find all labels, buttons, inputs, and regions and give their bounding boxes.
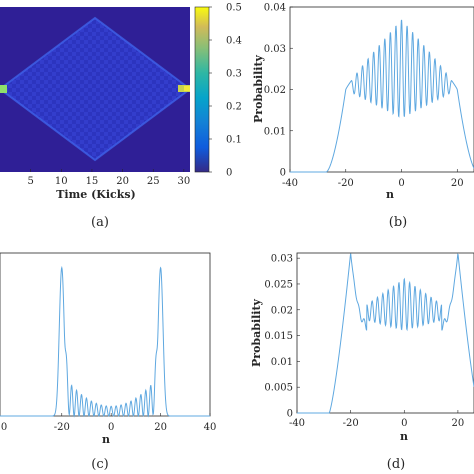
panel-c-x-tick-label: -20 — [54, 422, 70, 433]
panel-d-x-ticks: -40 -20 0 20 — [289, 410, 464, 429]
panel-c-x-tick-label: 40 — [204, 422, 217, 433]
panel-d-y-tick-label: 0 — [287, 409, 293, 420]
panel-d-y-tick-label: 0.02 — [271, 305, 293, 316]
heatmap-x-tick-label: 5 — [27, 176, 33, 187]
panel-d-chart: -40 -20 0 20 0 0.005 0.01 0.015 0.02 0.025 0.03 n… — [250, 252, 474, 472]
colorbar-tick-label: 0.1 — [226, 135, 242, 146]
panel-d-y-tick-label: 0.01 — [271, 357, 293, 368]
panel-b-y-ticks: 0 0.01 0.02 0.03 0.04 — [264, 3, 293, 179]
panel-d-x-tick-label: -20 — [343, 418, 359, 429]
panel-c-axes — [0, 252, 211, 417]
panel-b-x-tick-label: -20 — [338, 178, 354, 189]
heatmap-diamond-edge — [0, 16, 190, 162]
panel-b-axes — [289, 6, 474, 173]
colorbar-tick-label: 0.5 — [226, 3, 242, 14]
panel-d-y-tick-label: 0.015 — [264, 331, 293, 342]
panel-b-x-tick-label: 20 — [451, 178, 464, 189]
panel-d-y-tick-label: 0.005 — [264, 383, 293, 394]
panel-a-heatmap: 5 10 15 20 25 30 Time (Kicks) (a) 00.10.20.30… — [0, 3, 242, 230]
colorbar-tick-label: 0.4 — [226, 36, 242, 47]
panel-c-x-tick-label: 0 — [108, 422, 114, 433]
caption-a: (a) — [91, 215, 109, 230]
panel-d-y-tick-label: 0.03 — [271, 254, 293, 265]
heatmap-x-tick-label: 25 — [147, 176, 160, 187]
panel-c-x-label: n — [102, 433, 110, 446]
panel-d-series-line — [297, 253, 474, 414]
panel-c-x-ticks: -20 0 20 40 0 — [1, 413, 217, 433]
caption-b: (b) — [389, 215, 407, 230]
panel-b-series-line — [290, 19, 474, 173]
panel-c-chart: -20 0 20 40 0 n (c) — [0, 252, 217, 472]
panel-d-y-ticks: 0 0.005 0.01 0.015 0.02 0.025 0.03 — [264, 254, 300, 420]
colorbar-ticks: 0 0.1 0.2 0.3 0.4 0.5 — [209, 3, 242, 179]
panel-b-x-label: n — [386, 188, 394, 201]
heatmap-end-peak-core — [184, 86, 190, 91]
panel-b-y-tick-label: 0.04 — [264, 3, 286, 14]
heatmap-x-tick-label: 15 — [86, 176, 99, 187]
heatmap-start-peak — [0, 85, 7, 93]
caption-c: (c) — [91, 457, 108, 472]
heatmap-x-tick-label: 30 — [178, 176, 191, 187]
panel-b-x-tick-label: 0 — [398, 178, 404, 189]
panel-b-y-tick-label: 0 — [280, 168, 286, 179]
colorbar-tick-label: 0.2 — [226, 102, 242, 113]
panel-c-x-tick-label-partial: 0 — [1, 422, 7, 433]
panel-d-x-tick-label: -40 — [289, 418, 305, 429]
heatmap-x-ticks: 5 10 15 20 25 30 — [27, 169, 190, 187]
panel-d-x-label: n — [400, 430, 408, 443]
panel-d-y-tick-label: 0.025 — [264, 279, 293, 290]
heatmap-x-tick-label: 20 — [116, 176, 129, 187]
panel-d-axes — [296, 252, 474, 414]
panel-b-x-tick-label: -40 — [282, 178, 298, 189]
colorbar-tick-label: 0 — [226, 168, 232, 179]
panel-b-y-tick-label: 0.02 — [264, 85, 286, 96]
caption-d: (d) — [387, 457, 405, 472]
panel-b-y-label: Probability — [252, 54, 265, 123]
panel-c-x-tick-label: 20 — [154, 422, 167, 433]
panel-b-x-ticks: -40 -20 0 20 — [282, 169, 464, 189]
heatmap-x-tick-label: 10 — [55, 176, 68, 187]
panel-c-series-line — [0, 265, 210, 418]
heatmap-x-label: Time (Kicks) — [56, 188, 136, 201]
colorbar-tick-label: 0.3 — [226, 69, 242, 80]
panel-d-x-tick-label: 0 — [401, 418, 407, 429]
panel-d-y-label: Probability — [250, 298, 263, 367]
panel-d-x-tick-label: 20 — [452, 418, 465, 429]
panel-b-chart: -40 -20 0 20 0 0.01 0.02 0.03 0.04 n Probabilit… — [252, 3, 474, 230]
panel-b-y-tick-label: 0.03 — [264, 44, 286, 55]
panel-b-y-tick-label: 0.01 — [264, 126, 286, 137]
colorbar — [194, 6, 210, 173]
